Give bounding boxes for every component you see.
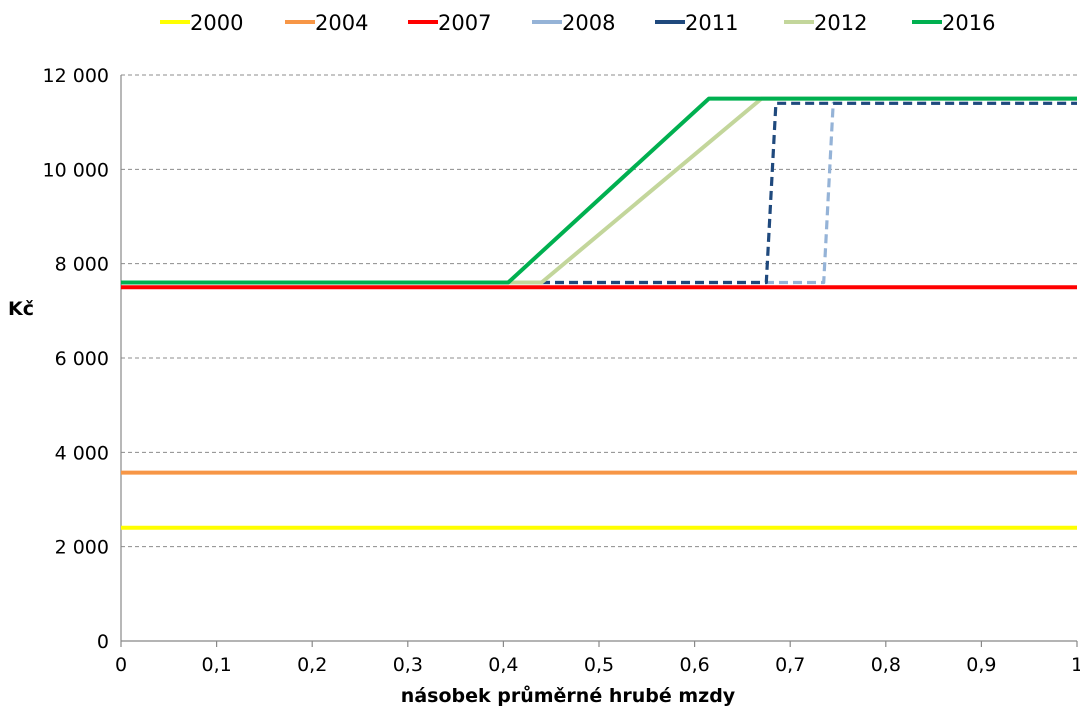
x-tick-label-1: 0,1 [201,654,231,676]
x-tick-label-4: 0,4 [488,654,518,676]
y-tick-label-4: 8 000 [55,254,109,276]
y-tick-label-3: 6 000 [55,348,109,370]
y-tick-label-1: 2 000 [55,537,109,559]
x-tick-label-0: 0 [115,654,127,676]
series-line-2008 [121,101,1077,285]
y-tick-label-0: 0 [97,631,109,653]
x-tick-label-5: 0,5 [584,654,614,676]
legend-label-2011: 2011 [685,11,738,35]
series-line-2011 [121,101,1077,285]
legend-label-2007: 2007 [438,11,491,35]
y-tick-label-6: 12 000 [43,65,109,87]
x-tick-label-2: 0,2 [297,654,327,676]
y-axis-title: Kč [8,298,34,320]
gridlines [121,74,1077,548]
y-tick-label-5: 10 000 [43,159,109,181]
tick-labels: 0 2 000 4 000 6 000 8 000 10 000 12 000 0 0,1 0,2… [43,65,1080,676]
series-lines [121,96,1077,530]
x-tick-label-7: 0,7 [775,654,805,676]
x-tick-label-8: 0,8 [871,654,901,676]
y-tick-label-2: 4 000 [55,442,109,464]
x-tick-label-10: 1 [1071,654,1080,676]
legend-label-2012: 2012 [814,11,867,35]
x-tick-label-6: 0,6 [679,654,709,676]
series-line-2012 [121,96,1077,285]
x-tick-label-9: 0,9 [966,654,996,676]
legend-label-2016: 2016 [942,11,995,35]
series-line-2016 [121,96,1077,285]
x-axis-title: násobek průměrné hrubé mzdy [401,684,736,707]
legend: 2000 2004 2007 2008 2011 2012 2016 [160,11,995,35]
legend-label-2004: 2004 [315,11,368,35]
x-tick-label-3: 0,3 [393,654,423,676]
legend-label-2000: 2000 [190,11,243,35]
legend-label-2008: 2008 [562,11,615,35]
